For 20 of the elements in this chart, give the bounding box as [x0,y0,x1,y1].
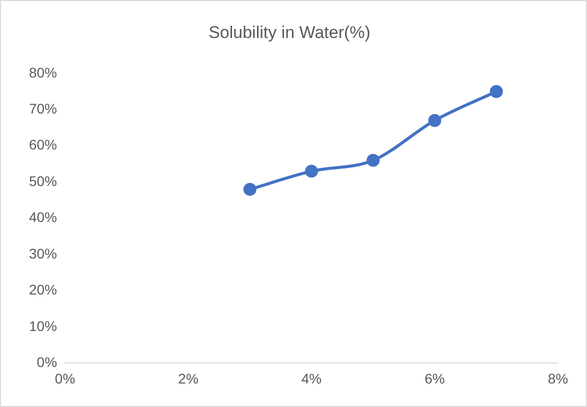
y-tick-label: 0% [36,354,58,370]
point [305,164,318,178]
y-tick-label: 60% [28,136,58,153]
y-tick-label: 20% [28,282,58,298]
point [243,182,256,196]
x-tick-label: 4% [301,370,322,386]
x-tick-label: 2% [178,370,198,386]
x-tick-label: 0% [54,370,76,386]
y-tick-label: 40% [28,209,58,226]
point [490,85,503,98]
y-tick-label: 10% [28,318,58,334]
y-tick-label: 80% [28,64,58,80]
x-tick-label: 6% [424,370,445,386]
y-tick-label: 70% [28,100,58,116]
point [366,154,380,167]
y-tick-label: 30% [28,245,58,262]
y-tick-label: 50% [28,172,58,189]
x-tick-label: 8% [548,370,568,386]
chart-title: Solubility in Water(%) [208,22,370,42]
point [428,114,442,127]
